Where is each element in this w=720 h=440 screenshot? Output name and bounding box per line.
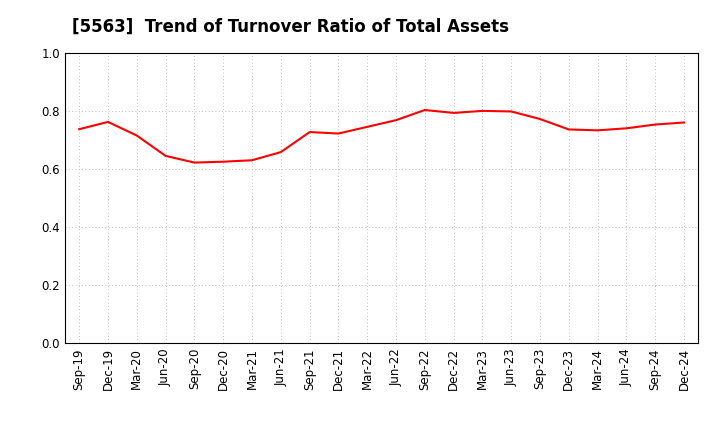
- Text: [5563]  Trend of Turnover Ratio of Total Assets: [5563] Trend of Turnover Ratio of Total …: [72, 18, 509, 36]
